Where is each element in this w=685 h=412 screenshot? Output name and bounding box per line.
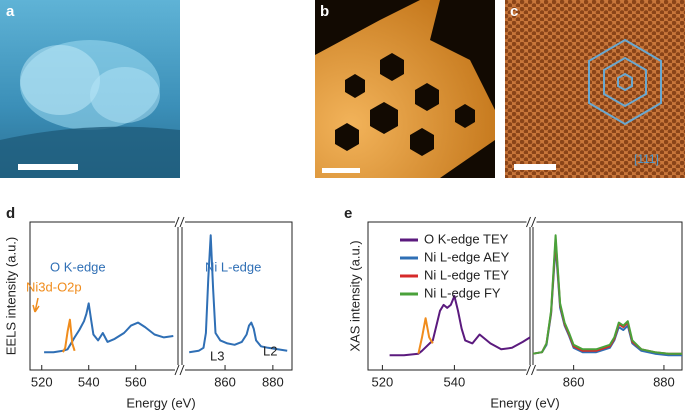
spectrum-line — [44, 302, 174, 354]
x-tick-label: 860 — [214, 374, 236, 389]
axis-break — [531, 364, 536, 376]
axis-frame — [532, 221, 683, 371]
zone-axis-label: [111] — [634, 152, 659, 166]
panel-label: b — [320, 3, 329, 20]
micrograph-c — [505, 0, 685, 178]
x-tick-label: 560 — [125, 374, 147, 389]
spectrum-line — [532, 234, 682, 355]
annotation-arrow — [32, 297, 40, 313]
panel-label: a — [6, 3, 15, 20]
micrograph-a — [0, 0, 180, 178]
x-tick-label: 860 — [563, 374, 585, 389]
annotation: O K-edge — [50, 259, 106, 274]
spectrum-line — [417, 317, 434, 354]
annotation: L3 — [210, 348, 224, 363]
annotation: L2 — [263, 343, 277, 358]
axis-break — [526, 364, 531, 376]
axis-break — [526, 365, 537, 375]
axis-break — [175, 217, 185, 227]
annotation: Ni3d-O2p — [26, 279, 82, 294]
spectrum-line — [389, 295, 531, 357]
axis-frame — [29, 221, 179, 371]
legend-label: Ni L-edge AEY — [424, 249, 510, 264]
x-tick-label: 540 — [444, 374, 466, 389]
legend-label: Ni L-edge FY — [424, 285, 501, 300]
panel-label: c — [510, 3, 518, 20]
x-tick-label: 540 — [78, 374, 100, 389]
axis-break — [179, 216, 185, 228]
axis-frame — [181, 221, 293, 371]
axis-break — [526, 216, 531, 228]
spectrum-line — [189, 234, 288, 354]
x-axis-label: Energy (eV) — [490, 395, 559, 410]
legend-label: Ni L-edge TEY — [424, 267, 509, 282]
annotation: Ni L-edge — [205, 259, 261, 274]
x-tick-label: 880 — [653, 374, 675, 389]
axis-frame — [367, 221, 531, 371]
x-tick-label: 880 — [262, 374, 284, 389]
axis-break — [526, 217, 537, 227]
axis-break — [175, 365, 185, 375]
spectrum-line — [62, 318, 76, 353]
spectrum-line — [532, 244, 682, 357]
y-axis-label: XAS intensity (a.u.) — [347, 240, 362, 351]
micrograph-b — [315, 0, 495, 178]
panel-label: d — [6, 205, 15, 222]
axis-break — [174, 216, 180, 228]
spectrum-line — [532, 238, 682, 355]
y-axis-label: EELS intensity (a.u.) — [3, 237, 18, 356]
axis-break — [179, 364, 185, 376]
legend-label: O K-edge TEY — [424, 231, 509, 246]
x-axis-label: Energy (eV) — [126, 395, 195, 410]
axis-break — [174, 364, 180, 376]
x-tick-label: 520 — [372, 374, 394, 389]
panel-label: e — [344, 205, 352, 222]
x-tick-label: 520 — [31, 374, 53, 389]
axis-break — [531, 216, 536, 228]
